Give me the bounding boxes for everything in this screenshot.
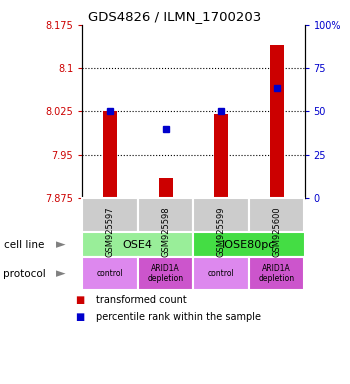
Text: control: control [97, 269, 124, 278]
Text: IOSE80pc: IOSE80pc [222, 240, 276, 250]
Text: GSM925598: GSM925598 [161, 206, 170, 257]
Bar [103, 111, 117, 198]
Text: OSE4: OSE4 [123, 240, 153, 250]
Text: control: control [208, 269, 234, 278]
Bar [214, 114, 228, 198]
Text: transformed count: transformed count [96, 295, 187, 305]
Text: ►: ► [56, 267, 66, 280]
Text: protocol: protocol [4, 268, 46, 279]
Text: ■: ■ [75, 312, 84, 322]
Text: ARID1A
depletion: ARID1A depletion [259, 264, 295, 283]
Text: ►: ► [56, 238, 66, 251]
Bar [270, 45, 284, 198]
Text: cell line: cell line [4, 240, 44, 250]
Text: ARID1A
depletion: ARID1A depletion [148, 264, 184, 283]
Text: percentile rank within the sample: percentile rank within the sample [96, 312, 261, 322]
Text: ■: ■ [75, 295, 84, 305]
Text: GSM925597: GSM925597 [106, 206, 114, 257]
Text: GSM925600: GSM925600 [272, 206, 281, 257]
Bar [159, 178, 173, 198]
Text: GSM925599: GSM925599 [217, 206, 226, 257]
Text: GDS4826 / ILMN_1700203: GDS4826 / ILMN_1700203 [88, 10, 262, 23]
